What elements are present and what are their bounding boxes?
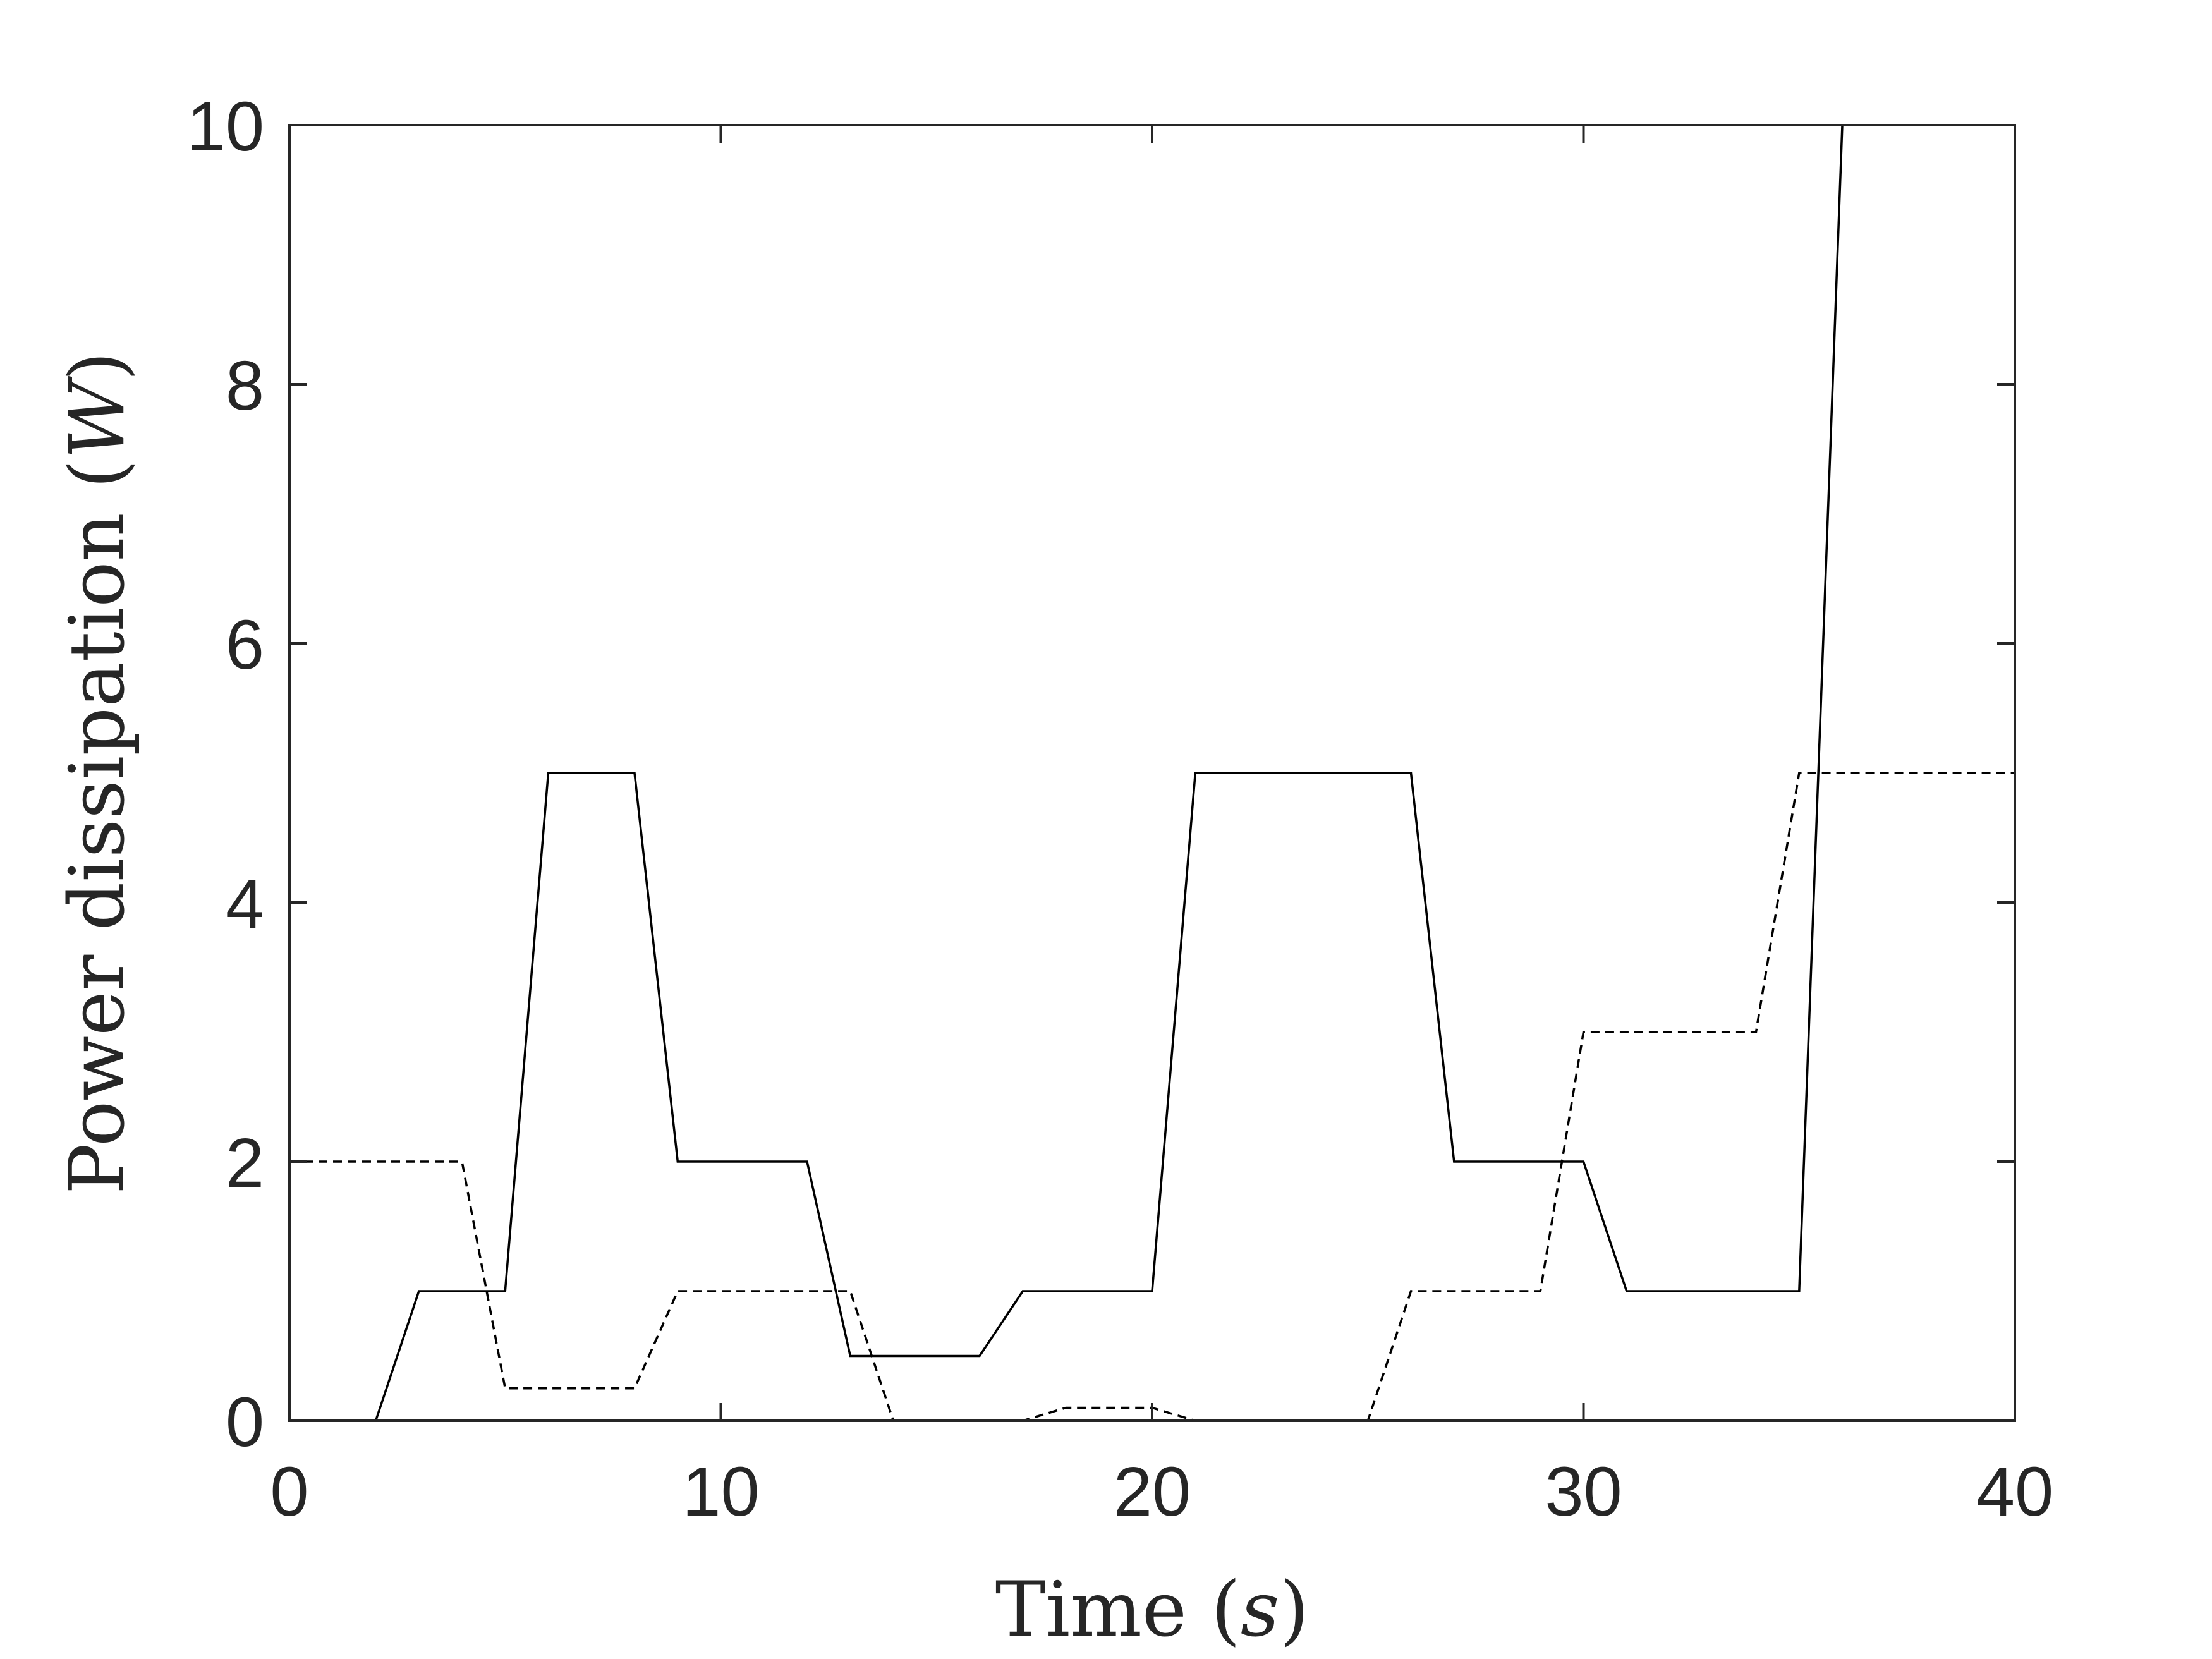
y-tick-label: 4 xyxy=(226,865,264,943)
x-tick-label: 0 xyxy=(270,1453,308,1531)
x-axis-unit: s xyxy=(1241,1566,1280,1654)
y-axis-label-text: Power dissipation xyxy=(54,513,142,1194)
y-tick-label: 6 xyxy=(226,606,264,684)
x-axis-label-text: Time xyxy=(995,1566,1187,1654)
series-line-dashed xyxy=(289,772,2015,1422)
y-tick-label: 0 xyxy=(226,1383,264,1461)
x-tick-label: 20 xyxy=(1114,1453,1191,1531)
series-line-solid xyxy=(289,124,2015,1422)
y-tick-labels: 0 2 4 6 8 10 xyxy=(187,88,264,1461)
x-tick-labels: 0 10 20 30 40 xyxy=(270,1453,2053,1531)
y-tick-label: 8 xyxy=(226,347,264,425)
x-tick-label: 40 xyxy=(1976,1453,2053,1531)
x-axis-label: Time (s) xyxy=(995,1566,1310,1654)
series-layer xyxy=(289,124,2015,1422)
y-axis-label: Power dissipation (W) xyxy=(54,351,142,1194)
y-axis-unit: W xyxy=(54,375,142,459)
y-tick-label: 2 xyxy=(226,1124,264,1202)
x-tick-label: 30 xyxy=(1545,1453,1622,1531)
y-tick-label: 10 xyxy=(187,88,264,166)
x-tick-label: 10 xyxy=(682,1453,759,1531)
ticks-layer xyxy=(288,124,2016,1422)
